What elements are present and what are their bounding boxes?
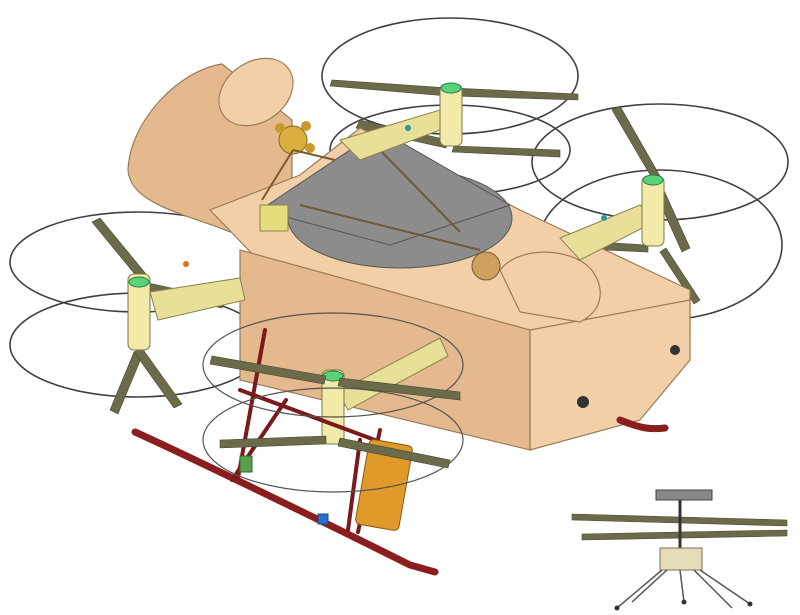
pulley-wheel [471, 251, 501, 281]
arm-right [559, 174, 665, 261]
sensor-module [239, 455, 253, 473]
rotor-front [202, 312, 464, 493]
battery-pack [355, 439, 413, 531]
blue-connector [317, 513, 329, 525]
mars-helicopter-inset [571, 489, 788, 611]
top-plate [258, 129, 513, 281]
arm-top-right [339, 82, 463, 161]
port-hole-left [577, 396, 589, 408]
landing-gear [131, 328, 669, 576]
arm-left [127, 261, 246, 351]
sensor-cluster [261, 121, 336, 201]
port-hole-right [670, 345, 680, 355]
